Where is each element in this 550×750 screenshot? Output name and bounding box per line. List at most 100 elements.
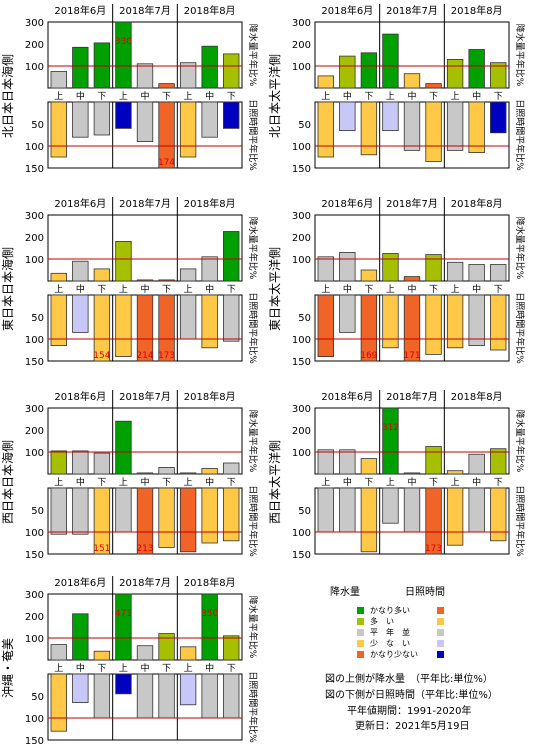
sun-value-label: 173 (425, 544, 442, 554)
sun-bar (382, 294, 399, 349)
region-label: 東日本太平洋側 (267, 247, 282, 331)
precip-bar (360, 458, 378, 475)
region-label: 東日本日本海側 (0, 247, 15, 331)
precip-tick-label: 300 (25, 211, 44, 222)
sun-bar (93, 673, 111, 719)
sun-bar (179, 294, 197, 340)
precip-bar (382, 407, 399, 475)
region-label: 北日本日本海側 (0, 54, 15, 138)
dekad-label: 上 (386, 477, 395, 488)
legend-label: 平 年 並 (370, 628, 410, 637)
legend-swatch-precip (357, 651, 364, 658)
sun-tick-label: 150 (25, 736, 44, 747)
dekad-label: 中 (407, 90, 416, 102)
sun-bar (223, 673, 240, 719)
sun-value-label: 154 (93, 351, 110, 361)
precip-bar (115, 593, 132, 661)
dekad-label: 中 (76, 476, 85, 488)
sun-bar (201, 294, 218, 349)
sun-bar (136, 294, 154, 362)
precip-bar (446, 470, 464, 475)
sun-tick-label: 50 (298, 120, 311, 131)
precip-bar (425, 446, 442, 475)
precip-tick-label: 300 (25, 590, 44, 601)
sun-tick-label: 100 (25, 528, 44, 539)
sun-bar (339, 294, 356, 333)
dekad-label: 中 (76, 283, 85, 295)
sun-bar (115, 101, 132, 129)
precip-bar (223, 53, 240, 89)
month-label: 2018年6月 (54, 197, 106, 210)
sun-tick-label: 50 (298, 506, 311, 517)
precip-bar (317, 256, 334, 282)
precip-bar (72, 46, 89, 89)
precip-tick-label: 300 (292, 18, 311, 29)
dekad-label: 上 (119, 91, 128, 102)
sun-bar (93, 101, 111, 136)
precip-bar (360, 52, 378, 89)
region-label: 西日本太平洋側 (267, 440, 282, 524)
sun-tick-label: 50 (31, 692, 44, 703)
sun-tick-label: 100 (25, 714, 44, 725)
legend-swatch-sun (437, 640, 444, 647)
legend-updated: 更新日：2021年5月19日 (355, 721, 470, 732)
dekad-label: 上 (386, 284, 395, 295)
dekad-label: 上 (451, 477, 460, 488)
precip-tick-label: 200 (25, 233, 44, 244)
dekad-label: 上 (184, 663, 193, 674)
dekad-label: 上 (54, 284, 63, 295)
legend-header-precip: 降水量 (330, 587, 360, 598)
precip-bar (158, 633, 175, 661)
sun-tick-label: 100 (292, 142, 311, 153)
precip-bar (425, 83, 442, 89)
sun-tick-label: 100 (292, 335, 311, 346)
dekad-label: 中 (76, 90, 85, 102)
precip-bar (201, 468, 218, 475)
sun-bar (136, 673, 154, 719)
sun-tick-label: 150 (25, 357, 44, 368)
precip-bar (223, 231, 240, 282)
precip-tick-label: 300 (25, 18, 44, 29)
dekad-label: 上 (451, 284, 460, 295)
legend-swatch-precip (357, 607, 364, 614)
sun-bar (317, 294, 334, 357)
dekad-label: 下 (494, 285, 503, 295)
precip-axis-label: 降水量平年比% (247, 217, 259, 280)
sun-value-label: 151 (93, 544, 110, 554)
dekad-label: 上 (184, 91, 193, 102)
month-label: 2018年7月 (386, 197, 438, 210)
dekad-label: 上 (119, 663, 128, 674)
precip-axis-label: 降水量平年比% (514, 410, 526, 473)
dekad-label: 中 (407, 283, 416, 295)
precip-bar (179, 268, 197, 282)
sun-bar (72, 673, 89, 704)
precip-tick-label: 100 (292, 255, 311, 266)
precip-bar (179, 646, 197, 661)
dekad-label: 下 (364, 285, 373, 295)
sun-bar (72, 487, 89, 535)
legend-swatch-precip (357, 618, 364, 625)
sun-bar (446, 487, 464, 546)
dekad-label: 中 (343, 283, 352, 295)
legend-swatch-sun (437, 607, 444, 614)
sun-bar (50, 673, 67, 732)
dekad-label: 中 (407, 476, 416, 488)
sun-axis-label: 日照時間平年比% (514, 485, 526, 557)
dekad-label: 上 (386, 91, 395, 102)
sun-bar (201, 487, 218, 544)
dekad-label: 中 (343, 90, 352, 102)
sun-tick-label: 50 (31, 313, 44, 324)
sun-tick-label: 50 (31, 120, 44, 131)
sun-bar (50, 101, 67, 158)
dekad-label: 下 (162, 664, 171, 674)
precip-tick-label: 100 (25, 255, 44, 266)
legend-label: かなり少ない (370, 650, 418, 659)
sun-bar (158, 487, 175, 548)
precip-bar (382, 33, 399, 89)
precip-bar (158, 83, 175, 89)
dekad-label: 中 (140, 662, 149, 674)
sun-tick-label: 50 (31, 506, 44, 517)
precip-bar (403, 73, 421, 89)
precip-bar (50, 644, 67, 661)
dekad-label: 下 (97, 92, 106, 102)
